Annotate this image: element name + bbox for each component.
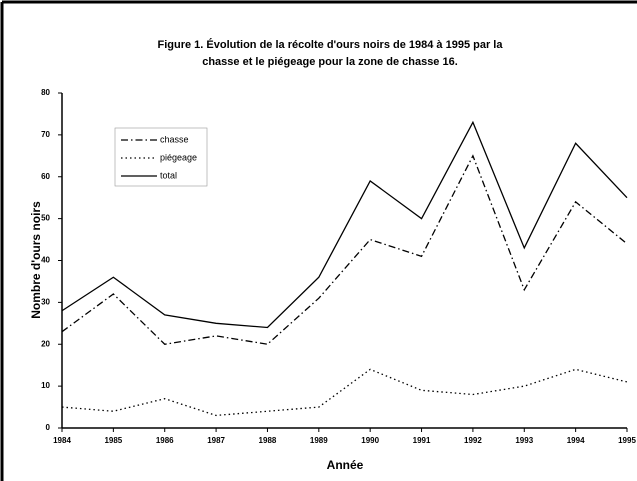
x-tick-label: 1989	[310, 436, 328, 445]
x-tick-label: 1990	[361, 436, 379, 445]
x-tick-label: 1993	[515, 436, 533, 445]
x-tick-label: 1986	[156, 436, 174, 445]
chart-title: chasse et le piégeage pour la zone de ch…	[202, 56, 458, 68]
y-tick-label: 80	[41, 88, 50, 97]
legend-label: total	[160, 170, 177, 180]
x-tick-label: 1994	[567, 436, 585, 445]
chart-title: Figure 1. Évolution de la récolte d'ours…	[158, 38, 504, 51]
x-tick-label: 1987	[207, 436, 225, 445]
line-series	[61, 154, 628, 345]
legend-box	[114, 127, 208, 187]
line-series	[61, 368, 628, 417]
y-tick-label: 40	[41, 256, 50, 265]
x-tick-label: 1984	[53, 436, 71, 445]
y-tick-label: 20	[41, 339, 50, 348]
legend-label: chasse	[160, 134, 189, 144]
y-tick-label: 70	[41, 130, 50, 139]
y-tick-label: 10	[41, 381, 50, 390]
legend-label: piégeage	[160, 152, 197, 162]
y-axis-label: Nombre d'ours noirs	[29, 201, 43, 319]
y-tick-label: 60	[41, 172, 50, 181]
y-tick-label: 0	[46, 423, 51, 432]
y-tick-label: 50	[41, 214, 50, 223]
x-tick-label: 1991	[413, 436, 431, 445]
x-tick-label: 1995	[618, 436, 636, 445]
line-series	[61, 120, 628, 329]
x-tick-label: 1985	[104, 436, 122, 445]
x-tick-label: 1992	[464, 436, 482, 445]
y-tick-label: 30	[41, 297, 50, 306]
x-axis-label: Année	[327, 458, 364, 472]
x-tick-label: 1988	[259, 436, 277, 445]
